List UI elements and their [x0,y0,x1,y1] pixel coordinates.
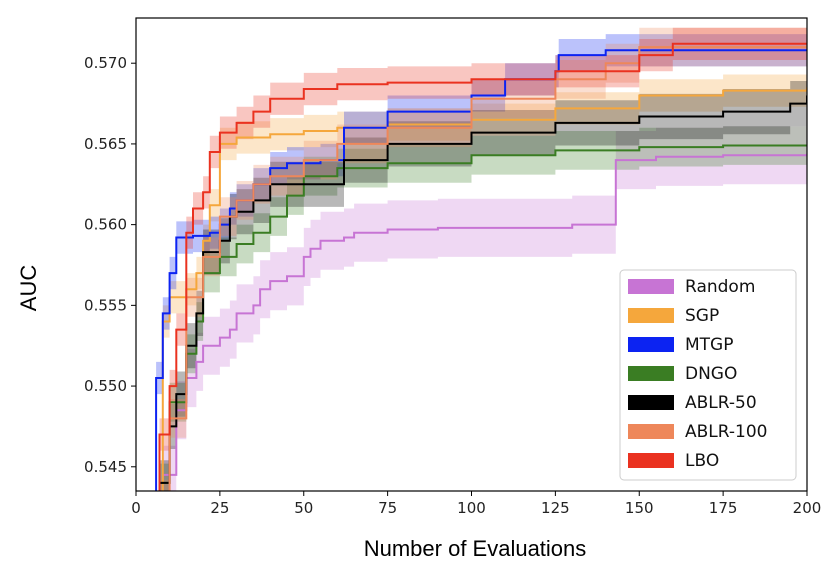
y-tick-label: 0.555 [84,296,127,314]
legend-label-ablr-100: ABLR-100 [685,422,767,442]
x-tick-label: 50 [294,499,313,517]
y-axis: 0.545 0.550 0.555 0.560 0.565 0.570 [84,54,136,476]
legend-label-lbo: LBO [685,451,719,471]
y-tick-label: 0.545 [84,458,127,476]
x-axis-title: Number of Evaluations [364,536,587,561]
y-tick-label: 0.570 [84,54,127,72]
x-tick-label: 150 [625,499,654,517]
x-tick-label: 25 [210,499,229,517]
legend-label-random: Random [685,277,755,297]
legend-label-ablr-50: ABLR-50 [685,393,757,413]
legend: Random SGP MTGP DNGO ABLR-50 ABLR-100 LBO [619,269,797,481]
band-ablr-50 [159,72,807,491]
legend-swatch-mtgp [628,337,674,352]
line-random [161,153,807,491]
y-tick-label: 0.550 [84,377,127,395]
legend-swatch-ablr-50 [628,395,674,410]
x-tick-label: 100 [457,499,486,517]
x-tick-label: 75 [378,499,397,517]
legend-label-sgp: SGP [685,306,719,326]
y-tick-label: 0.560 [84,216,127,234]
x-tick-label: 200 [793,499,822,517]
x-tick-label: 0 [131,499,141,517]
series-lines [155,42,807,491]
x-axis: 0 25 50 75 100 125 150 175 200 [131,491,821,517]
band-dngo [159,126,807,491]
y-axis-title: AUC [16,265,41,312]
legend-label-mtgp: MTGP [685,335,733,355]
band-random [162,124,807,491]
x-tick-label: 175 [709,499,738,517]
legend-label-dngo: DNGO [685,364,737,384]
line-lbo [158,42,807,491]
line-ablr-50 [158,95,807,491]
line-ablr-100 [168,45,807,491]
band-ablr-100 [159,26,807,491]
legend-swatch-lbo [628,453,674,468]
y-tick-label: 0.565 [84,135,127,153]
band-mtgp [156,34,807,491]
legend-swatch-sgp [628,308,674,323]
confidence-bands [156,26,807,491]
legend-swatch-ablr-100 [628,424,674,439]
legend-swatch-dngo [628,366,674,381]
x-tick-label: 125 [541,499,570,517]
legend-swatch-random [628,279,674,294]
